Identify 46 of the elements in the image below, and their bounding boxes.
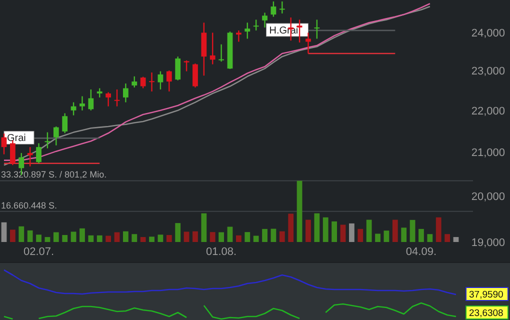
candlestick: [218, 44, 224, 62]
y-tick-label: 24,000: [471, 27, 505, 40]
candlestick: [166, 70, 172, 92]
candlestick: [123, 82, 128, 103]
candlestick: [262, 12, 268, 28]
candlestick: [80, 96, 85, 112]
x-tick-label: 04.09.: [406, 246, 437, 258]
y-tick-label: 20,000: [471, 190, 505, 203]
candlestick: [270, 0, 276, 18]
candlestick: [279, 0, 285, 14]
candlestick: [53, 126, 59, 146]
x-tick-label: 01.08.: [206, 246, 237, 258]
candlestick: [244, 22, 250, 40]
x-tick-label: 02.07.: [23, 246, 54, 258]
candlestick: [96, 88, 102, 98]
candlestick: [62, 112, 68, 134]
candlestick: [236, 30, 242, 42]
y-tick-label: 22,000: [471, 105, 505, 118]
candlestick: [10, 140, 16, 166]
candlestick: [306, 32, 311, 54]
candlestick: [210, 32, 216, 65]
candlestick: [36, 142, 42, 164]
candlestick: [192, 62, 198, 88]
y-tick-label: 21,000: [471, 147, 505, 160]
candlestick: [106, 92, 111, 107]
ref-line-label: 33.320.897 S. / 801,2 Mio.: [1, 170, 107, 180]
y-tick-label: 23,000: [471, 66, 505, 78]
candlestick: [158, 70, 164, 90]
candlestick: [27, 146, 33, 167]
candlestick: [44, 132, 50, 149]
candlestick: [184, 60, 190, 72]
candlestick: [114, 88, 120, 107]
candlestick: [88, 88, 94, 112]
candlestick: [132, 76, 138, 88]
candlestick: [296, 19, 302, 44]
text: 37,9590: [469, 290, 504, 300]
candlestick: [314, 19, 320, 40]
candlestick: [140, 76, 146, 89]
ref-line-label: 16.660.448 S.: [1, 200, 58, 210]
candlestick: [70, 102, 76, 116]
candlestick: [201, 22, 207, 76]
y-tick-label: 19,000: [471, 237, 505, 249]
candlestick: [149, 72, 154, 92]
candlestick: [175, 56, 181, 81]
candlestick: [253, 19, 259, 32]
text: 23,6308: [469, 308, 504, 319]
